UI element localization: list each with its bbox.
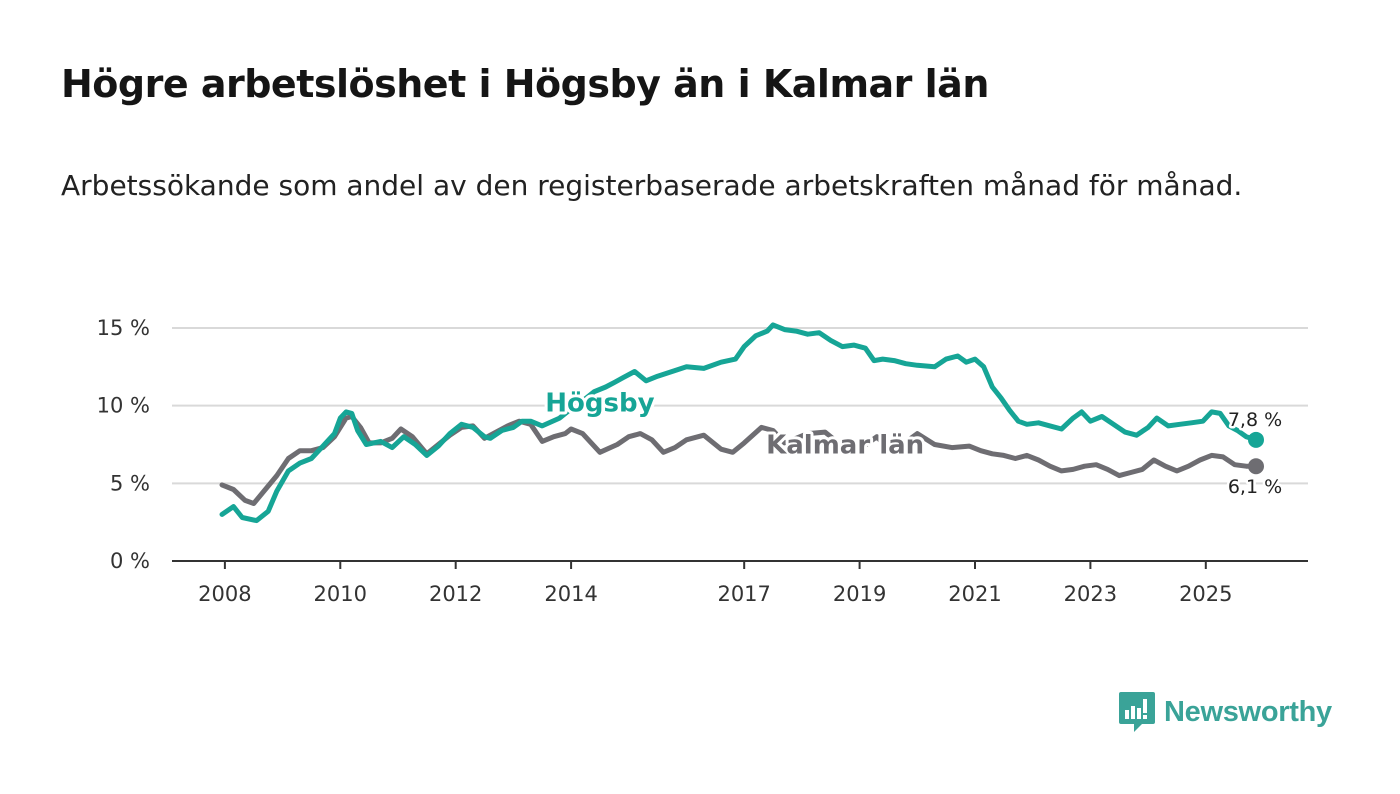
x-tick-label: 2014 bbox=[544, 582, 597, 606]
brand-logo: Newsworthy bbox=[1118, 690, 1332, 734]
series-labels: Högsby Kalmar län 7,8 % 6,1 % bbox=[542, 386, 1284, 501]
x-tick-label: 2025 bbox=[1179, 582, 1232, 606]
y-axis-ticks: 0 % 5 % 10 % 15 % bbox=[97, 316, 150, 573]
x-tick-label: 2012 bbox=[429, 582, 482, 606]
chart-subtitle: Arbetssökande som andel av den registerb… bbox=[61, 169, 1243, 202]
x-tick-label: 2023 bbox=[1064, 582, 1117, 606]
y-tick-label: 10 % bbox=[97, 394, 150, 418]
end-label-kalmar-lan: 6,1 % bbox=[1228, 476, 1282, 498]
gridlines bbox=[172, 327, 1308, 485]
end-point-hogsby bbox=[1248, 431, 1264, 448]
y-tick-label: 15 % bbox=[97, 316, 150, 340]
series-line-hogsby bbox=[219, 322, 1259, 524]
x-tick-label: 2019 bbox=[833, 582, 886, 606]
x-tick-label: 2010 bbox=[314, 582, 367, 606]
chart-title: Högre arbetslöshet i Högsby än i Kalmar … bbox=[61, 62, 989, 106]
end-label-hogsby: 7,8 % bbox=[1228, 409, 1282, 431]
series-label-kalmar-lan: Kalmar län bbox=[766, 431, 924, 461]
series bbox=[219, 322, 1264, 524]
x-tick-label: 2017 bbox=[717, 582, 770, 606]
x-tick-label: 2008 bbox=[198, 582, 251, 606]
series-line-kalmar-lan bbox=[219, 414, 1259, 506]
y-tick-label: 5 % bbox=[110, 471, 150, 495]
series-label-hogsby: Högsby bbox=[545, 389, 654, 419]
y-tick-label: 0 % bbox=[110, 549, 150, 573]
x-tick-label: 2021 bbox=[948, 582, 1001, 606]
brand-name: Newsworthy bbox=[1164, 695, 1332, 728]
end-point-kalmar-lan bbox=[1248, 458, 1264, 475]
x-axis-ticks: 2008 2010 2012 2014 2017 2019 2021 2023 2025 bbox=[198, 561, 1233, 606]
newsworthy-logo-icon bbox=[1119, 692, 1155, 732]
